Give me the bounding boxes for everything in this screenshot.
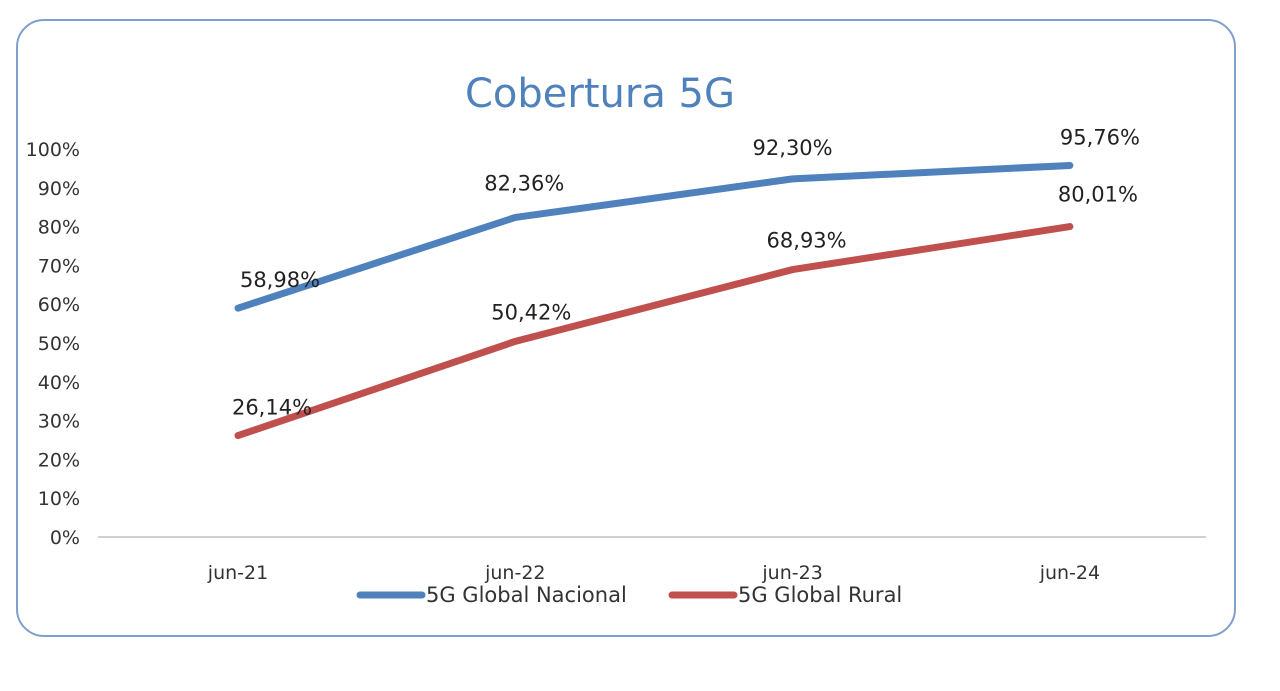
x-tick-label: jun-24	[1039, 562, 1100, 584]
y-axis: 0% 10% 20% 30% 40% 50% 60% 70% 80% 90% 100%	[26, 139, 80, 549]
data-label: 92,30%	[753, 136, 833, 160]
y-tick-label: 50%	[38, 333, 80, 355]
data-labels: 58,98% 82,36% 92,30% 95,76% 26,14% 50,42% 68,9…	[232, 125, 1140, 419]
chart-title: Cobertura 5G	[465, 71, 735, 117]
y-tick-label: 70%	[38, 255, 80, 277]
data-label: 50,42%	[491, 300, 571, 324]
y-tick-label: 0%	[50, 527, 80, 549]
y-tick-label: 90%	[38, 178, 80, 200]
data-label: 26,14%	[232, 396, 312, 420]
series-line-1	[234, 161, 1074, 312]
x-tick-label: jun-23	[761, 562, 822, 584]
legend: 5G Global Nacional 5G Global Rural	[356, 583, 902, 607]
data-label: 68,93%	[767, 229, 847, 253]
x-tick-label: jun-21	[207, 562, 268, 584]
x-tick-label: jun-22	[484, 562, 545, 584]
y-tick-label: 30%	[38, 411, 80, 433]
series-layer	[234, 161, 1074, 440]
data-label: 80,01%	[1058, 183, 1138, 207]
legend-label-2: 5G Global Rural	[738, 583, 902, 607]
data-label: 95,76%	[1060, 125, 1140, 149]
series-line-2	[234, 223, 1074, 440]
data-label: 58,98%	[240, 268, 320, 292]
y-tick-label: 40%	[38, 372, 80, 394]
y-tick-label: 80%	[38, 217, 80, 239]
chart-frame	[16, 19, 1236, 637]
y-tick-label: 60%	[38, 294, 80, 316]
x-axis: jun-21 jun-22 jun-23 jun-24	[207, 562, 1100, 584]
y-tick-label: 100%	[26, 139, 80, 161]
y-tick-label: 20%	[38, 449, 80, 471]
data-label: 82,36%	[484, 171, 564, 195]
y-tick-label: 10%	[38, 488, 80, 510]
legend-label-1: 5G Global Nacional	[426, 583, 627, 607]
